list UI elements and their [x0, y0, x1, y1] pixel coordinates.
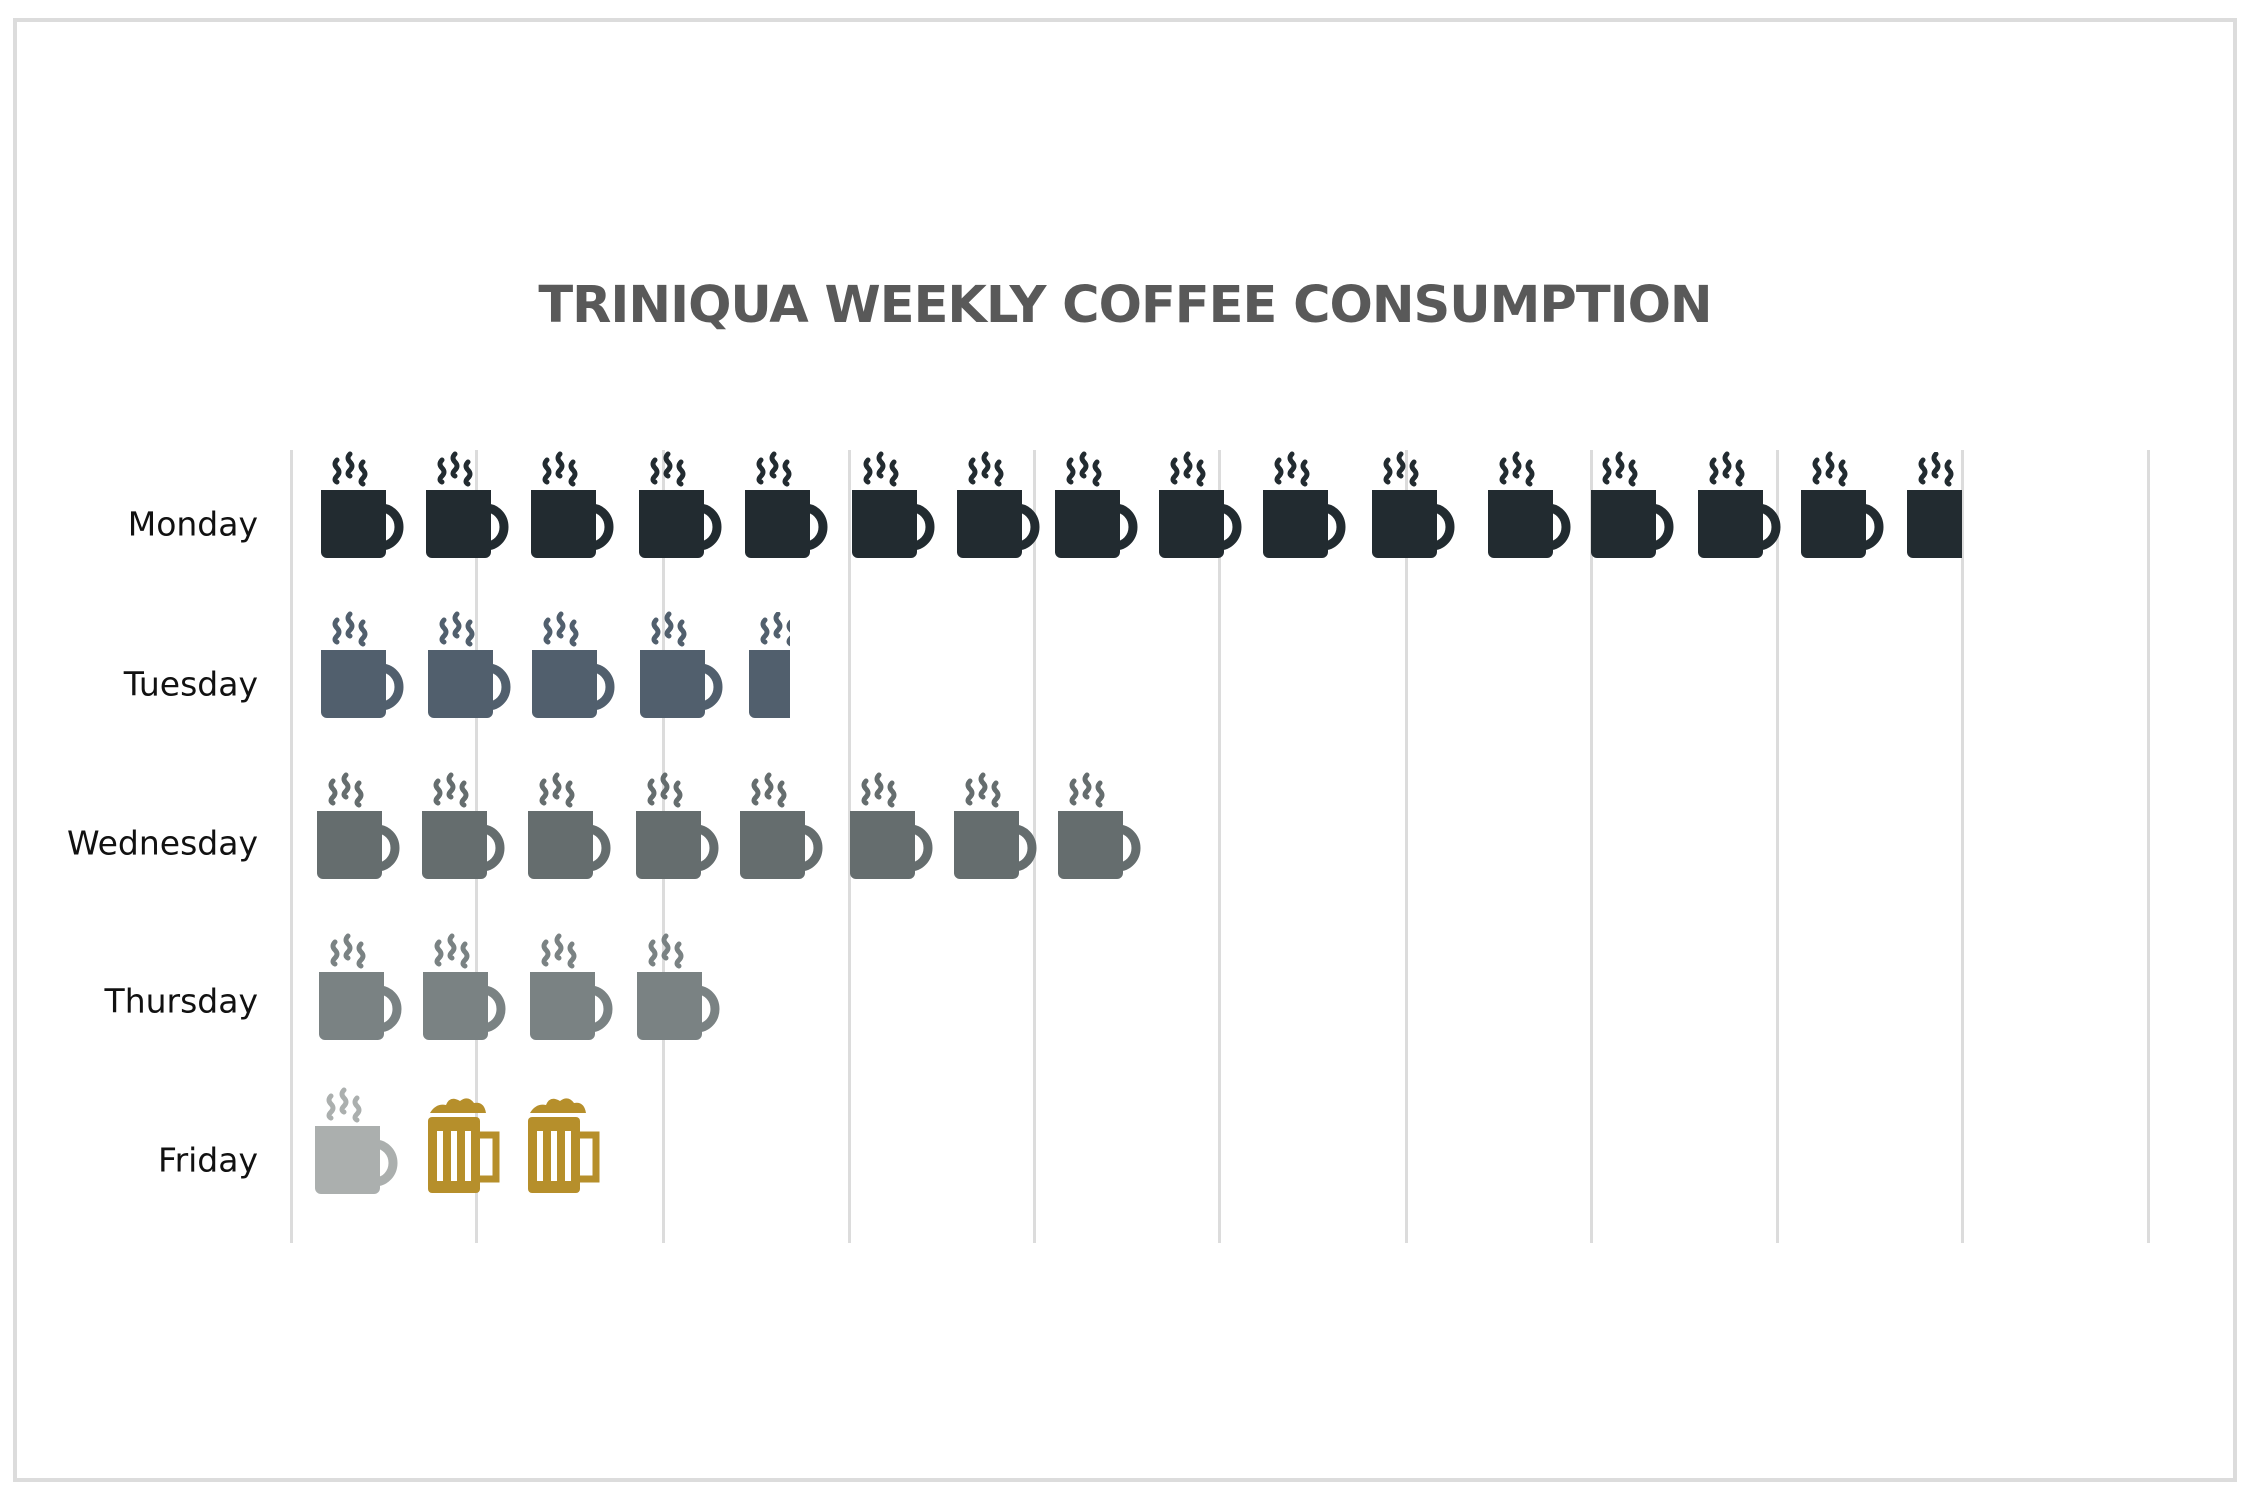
coffee-mug-icon — [636, 772, 722, 879]
coffee-mug-icon — [1159, 451, 1245, 558]
coffee-mug-icon — [315, 1087, 401, 1194]
coffee-mug-icon — [1058, 772, 1144, 879]
coffee-mug-icon — [1488, 451, 1574, 558]
chart-title: TRINIQUA WEEKLY COFFEE CONSUMPTION — [538, 276, 1712, 335]
coffee-mug-icon — [640, 611, 726, 718]
row-label-monday: Monday — [127, 504, 258, 544]
coffee-mug-icon — [1907, 452, 1962, 562]
gridline — [1590, 450, 1593, 1243]
coffee-mug-icon — [530, 933, 616, 1040]
coffee-mug-icon — [637, 933, 723, 1040]
beer-mug-icon — [528, 1095, 602, 1195]
coffee-mug-icon — [422, 772, 508, 879]
row-label-thursday: Thursday — [104, 981, 258, 1021]
coffee-mug-icon — [852, 451, 938, 558]
coffee-mug-icon — [1055, 451, 1141, 558]
gridline — [1218, 450, 1221, 1243]
gridline — [2147, 450, 2150, 1243]
coffee-mug-icon — [1698, 451, 1784, 558]
gridline — [1405, 450, 1408, 1243]
gridline — [1961, 450, 1964, 1243]
coffee-mug-icon — [1263, 451, 1349, 558]
gridline — [848, 450, 851, 1243]
chart-frame — [13, 18, 2237, 1482]
row-label-tuesday: Tuesday — [123, 664, 258, 704]
gridline — [290, 450, 293, 1243]
coffee-mug-icon — [957, 451, 1043, 558]
coffee-mug-icon — [531, 451, 617, 558]
coffee-mug-icon — [954, 772, 1040, 879]
coffee-mug-icon — [321, 451, 407, 558]
coffee-mug-icon — [423, 933, 509, 1040]
coffee-mug-icon — [532, 611, 618, 718]
coffee-mug-icon — [426, 451, 512, 558]
coffee-mug-icon — [319, 933, 405, 1040]
coffee-mug-icon — [749, 612, 790, 722]
coffee-mug-icon — [1801, 451, 1887, 558]
coffee-mug-icon — [850, 772, 936, 879]
coffee-mug-icon — [528, 772, 614, 879]
coffee-mug-icon — [740, 772, 826, 879]
row-label-friday: Friday — [157, 1140, 258, 1180]
row-label-wednesday: Wednesday — [66, 823, 258, 863]
coffee-mug-icon — [639, 451, 725, 558]
beer-mug-icon — [428, 1095, 502, 1195]
gridline — [1776, 450, 1779, 1243]
coffee-mug-icon — [1591, 451, 1677, 558]
coffee-mug-icon — [1372, 451, 1458, 558]
coffee-mug-icon — [745, 451, 831, 558]
coffee-mug-icon — [317, 772, 403, 879]
coffee-mug-icon — [321, 611, 407, 718]
coffee-mug-icon — [428, 611, 514, 718]
